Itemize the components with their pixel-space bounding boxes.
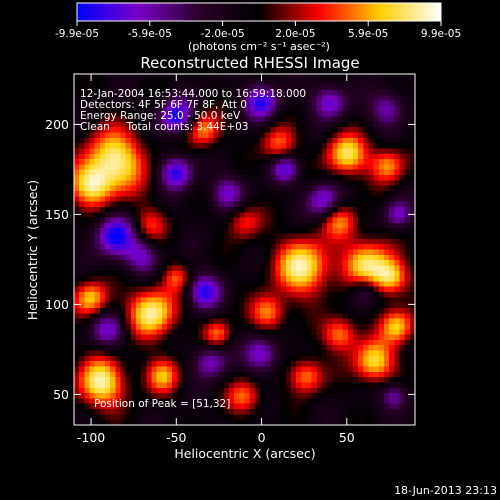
y-axis-label: Heliocentric Y (arcsec) [25,180,40,320]
colorbar-gradient [77,3,441,21]
plot-title: Reconstructed RHESSI Image [140,54,359,72]
x-axis-label: Heliocentric X (arcsec) [174,446,315,461]
annotation-detectors: Detectors: 4F 5F 6F 7F 8F, Att 0 [80,99,247,111]
colorbar-tick-label: -9.9e-05 [55,28,99,40]
colorbar-frame [76,2,442,22]
y-tick-label: 50 [53,387,69,402]
x-tick-label: -100 [77,430,105,445]
y-axis-ticks [74,123,415,395]
annotation-clean-counts: Clean Total counts: 3.44E+03 [80,121,249,133]
colorbar-ticks [76,21,442,26]
x-axis-tick-labels: -100 -50 0 50 [77,430,355,445]
x-tick-label: 0 [258,430,266,445]
colorbar-tick-label: -2.0e-05 [201,28,245,40]
rhessi-image-map [74,74,415,425]
colorbar-tick-label: 2.0e-05 [275,28,315,40]
y-tick-label: 100 [45,297,69,312]
x-tick-label: -50 [166,430,186,445]
y-axis-tick-labels: 50 100 150 200 [45,117,69,402]
y-tick-label: 150 [45,207,69,222]
peak-position-label: Position of Peak = [51,32] [94,398,230,410]
colorbar-tick-label: -5.9e-05 [128,28,172,40]
x-tick-label: 50 [339,430,355,445]
footer-timestamp: 18-Jun-2013 23:13 [394,484,497,497]
x-axis-ticks [90,74,348,425]
colorbar-tick-label: 5.9e-05 [348,28,388,40]
y-tick-label: 200 [45,117,69,132]
annotation-time-range: 12-Jan-2004 16:53:44.000 to 16:59:18.000 [80,88,306,100]
annotation-energy-range: Energy Range: 25.0 - 50.0 keV [80,110,241,122]
colorbar-tick-labels: -9.9e-05 -5.9e-05 -2.0e-05 2.0e-05 5.9e-05 9.… [55,28,461,40]
plot-frame [73,73,416,426]
colorbar-units-label: (photons cm⁻² s⁻¹ asec⁻²) [188,40,330,53]
colorbar-tick-label: 9.9e-05 [421,28,461,40]
